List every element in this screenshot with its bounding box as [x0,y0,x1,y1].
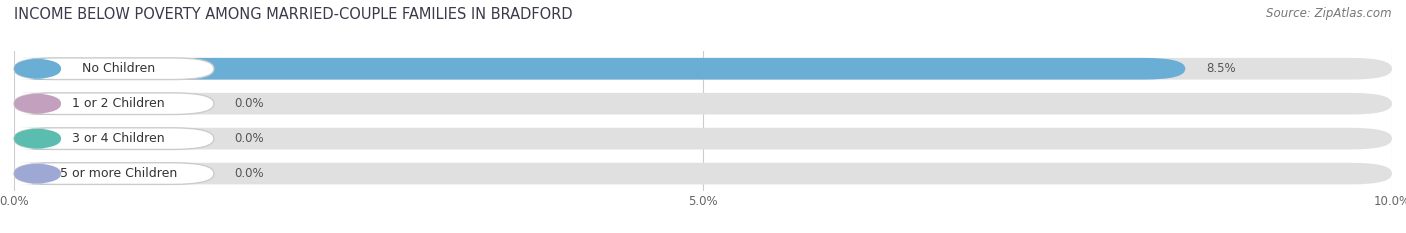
Text: No Children: No Children [82,62,155,75]
FancyBboxPatch shape [14,93,1392,115]
Text: 0.0%: 0.0% [235,97,264,110]
Text: 0.0%: 0.0% [235,132,264,145]
Text: 5 or more Children: 5 or more Children [60,167,177,180]
FancyBboxPatch shape [14,93,214,115]
FancyBboxPatch shape [14,128,214,150]
Text: 3 or 4 Children: 3 or 4 Children [72,132,165,145]
Text: 1 or 2 Children: 1 or 2 Children [72,97,165,110]
FancyBboxPatch shape [14,58,60,80]
FancyBboxPatch shape [14,128,1392,150]
FancyBboxPatch shape [14,58,214,80]
Text: INCOME BELOW POVERTY AMONG MARRIED-COUPLE FAMILIES IN BRADFORD: INCOME BELOW POVERTY AMONG MARRIED-COUPL… [14,7,572,22]
FancyBboxPatch shape [14,58,1392,80]
FancyBboxPatch shape [14,163,1392,185]
Text: 8.5%: 8.5% [1206,62,1236,75]
FancyBboxPatch shape [14,93,60,115]
FancyBboxPatch shape [14,163,60,185]
FancyBboxPatch shape [14,163,214,185]
Text: Source: ZipAtlas.com: Source: ZipAtlas.com [1267,7,1392,20]
FancyBboxPatch shape [14,58,1185,80]
FancyBboxPatch shape [14,128,60,150]
Text: 0.0%: 0.0% [235,167,264,180]
